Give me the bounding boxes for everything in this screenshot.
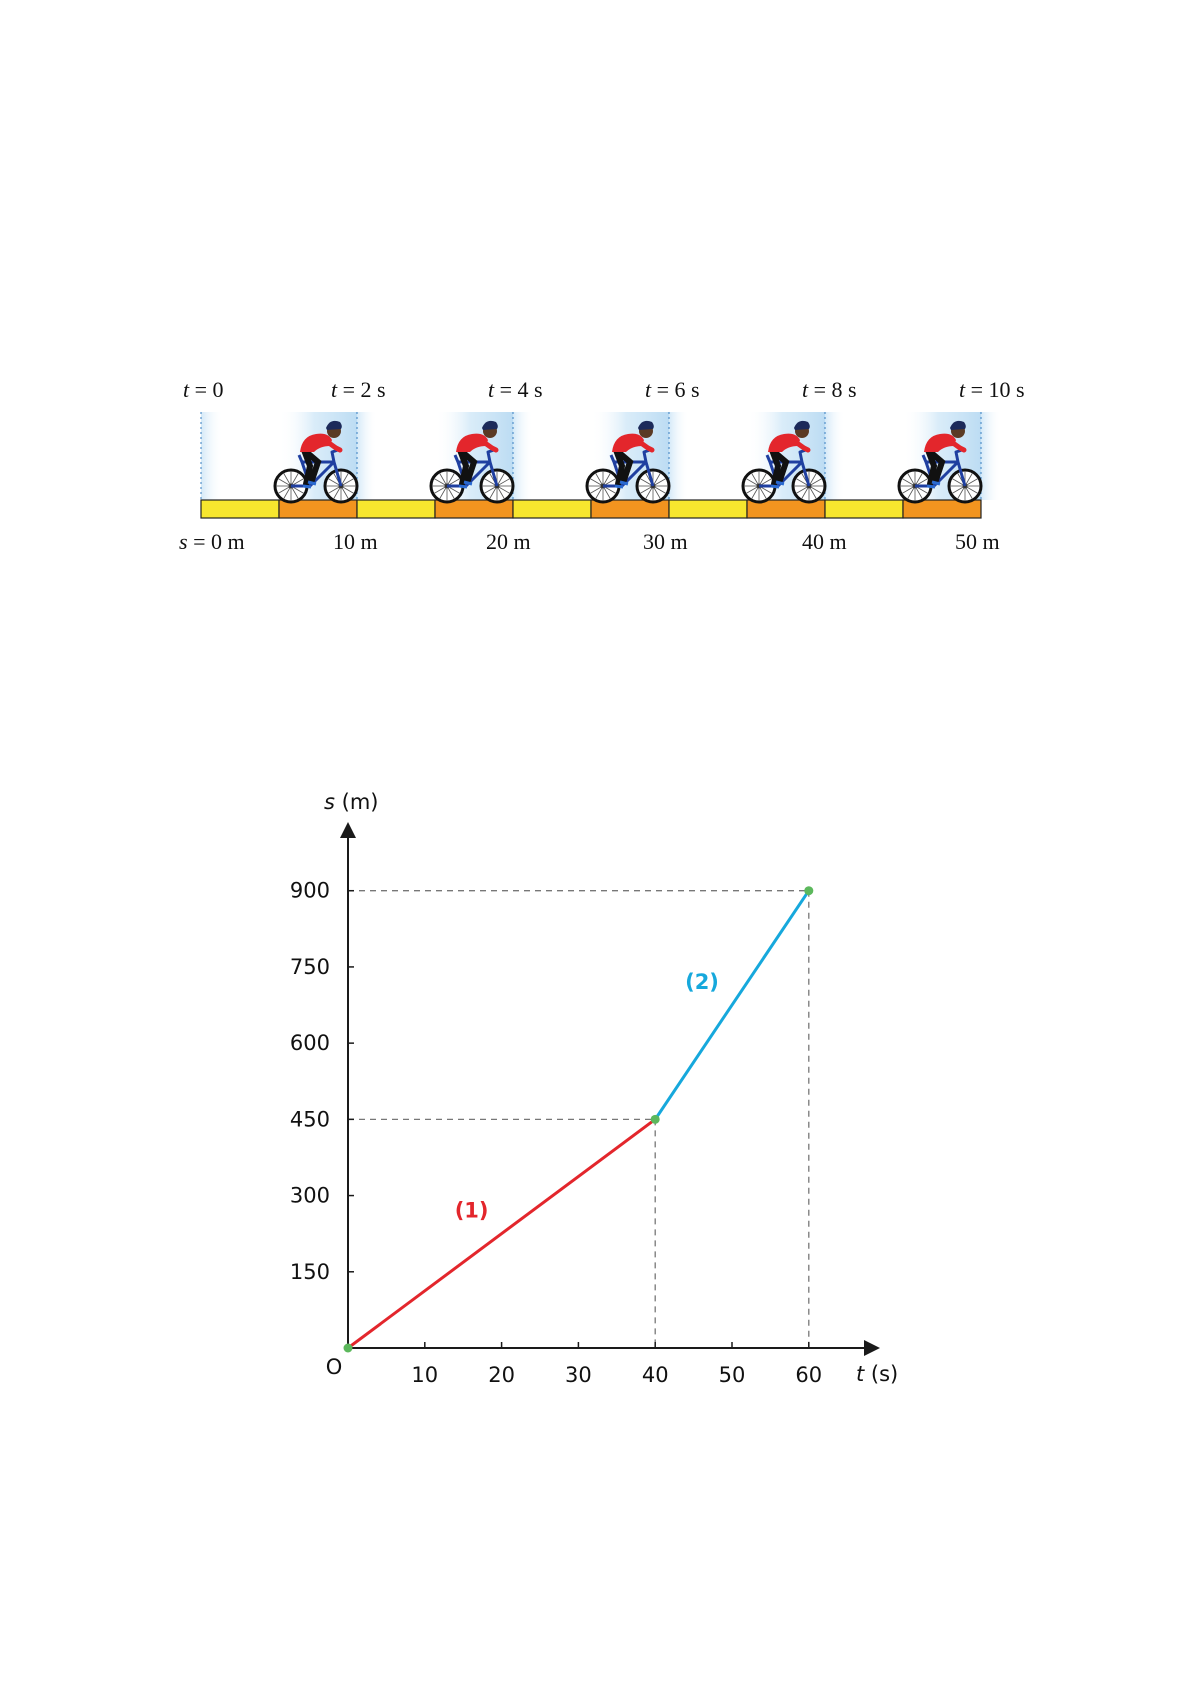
distance-label-1: 10 m (333, 529, 378, 554)
time-labels: t = 0 t = 2 s t = 4 s t = 6 s t = 8 s t … (183, 377, 1025, 402)
series-line-1 (347, 1118, 657, 1350)
cyclist-5 (897, 420, 983, 504)
y-tick-label-900: 900 (290, 879, 330, 903)
reference-lines (348, 890, 810, 1348)
series-line-2 (653, 889, 811, 1121)
series-label-2: (2) (685, 970, 719, 994)
y-tick-label-600: 600 (290, 1031, 330, 1055)
track (200, 499, 982, 519)
series-lines (347, 889, 811, 1350)
x-ticks: 10 20 30 40 50 60 (411, 1342, 822, 1387)
time-label-0: t = 0 (183, 377, 224, 402)
x-tick-label-60: 60 (795, 1363, 822, 1387)
y-axis-label: s (m) (324, 790, 378, 814)
x-tick-label-40: 40 (642, 1363, 669, 1387)
glow-tail-2 (513, 412, 533, 500)
cyclist-1 (273, 420, 359, 504)
data-point-60_900 (804, 886, 814, 896)
time-label-4: t = 8 s (802, 377, 857, 402)
distance-label-2: 20 m (486, 529, 531, 554)
data-points (343, 886, 814, 1353)
distance-label-5: 50 m (955, 529, 1000, 554)
track-segment-2 (356, 499, 436, 519)
time-label-3: t = 6 s (645, 377, 700, 402)
distance-time-chart: 10 20 30 40 50 60 150 300 450 600 750 900 (1) (2) O… (290, 790, 898, 1387)
x-tick-label-50: 50 (719, 1363, 746, 1387)
data-point-40_450 (650, 1114, 660, 1124)
cyclists (273, 420, 983, 504)
origin-label: O (326, 1355, 343, 1379)
y-tick-label-150: 150 (290, 1260, 330, 1284)
x-tick-label-10: 10 (411, 1363, 438, 1387)
series-labels: (1) (2) (455, 970, 719, 1223)
distance-labels: s = 0 m 10 m 20 m 30 m 40 m 50 m (179, 529, 1000, 554)
time-label-1: t = 2 s (331, 377, 386, 402)
cyclist-2 (429, 420, 515, 504)
y-tick-label-750: 750 (290, 955, 330, 979)
track-segment-9 (902, 499, 982, 519)
time-label-5: t = 10 s (959, 377, 1025, 402)
glow-0 (201, 412, 223, 500)
track-segment-8 (824, 499, 904, 519)
glow-tail-3 (669, 412, 689, 500)
y-tick-label-450: 450 (290, 1107, 330, 1131)
time-label-2: t = 4 s (488, 377, 543, 402)
y-ticks: 150 300 450 600 750 900 (290, 879, 354, 1284)
glow-tail-4 (825, 412, 845, 500)
track-segment-6 (668, 499, 748, 519)
cyclist-3 (585, 420, 671, 504)
distance-label-0: s = 0 m (179, 529, 245, 554)
glow-tail-1 (357, 412, 377, 500)
motion-strip: t = 0 t = 2 s t = 4 s t = 6 s t = 8 s t … (179, 377, 1025, 554)
x-tick-label-30: 30 (565, 1363, 592, 1387)
x-tick-label-20: 20 (488, 1363, 515, 1387)
track-segment-0 (200, 499, 280, 519)
cyclist-4 (741, 420, 827, 504)
distance-label-3: 30 m (643, 529, 688, 554)
data-point-0_0 (343, 1343, 353, 1353)
series-label-1: (1) (455, 1199, 489, 1223)
track-segment-4 (512, 499, 592, 519)
y-tick-label-300: 300 (290, 1184, 330, 1208)
glow-tail-5 (981, 412, 1001, 500)
distance-label-4: 40 m (802, 529, 847, 554)
x-axis-label: t (s) (856, 1362, 898, 1386)
